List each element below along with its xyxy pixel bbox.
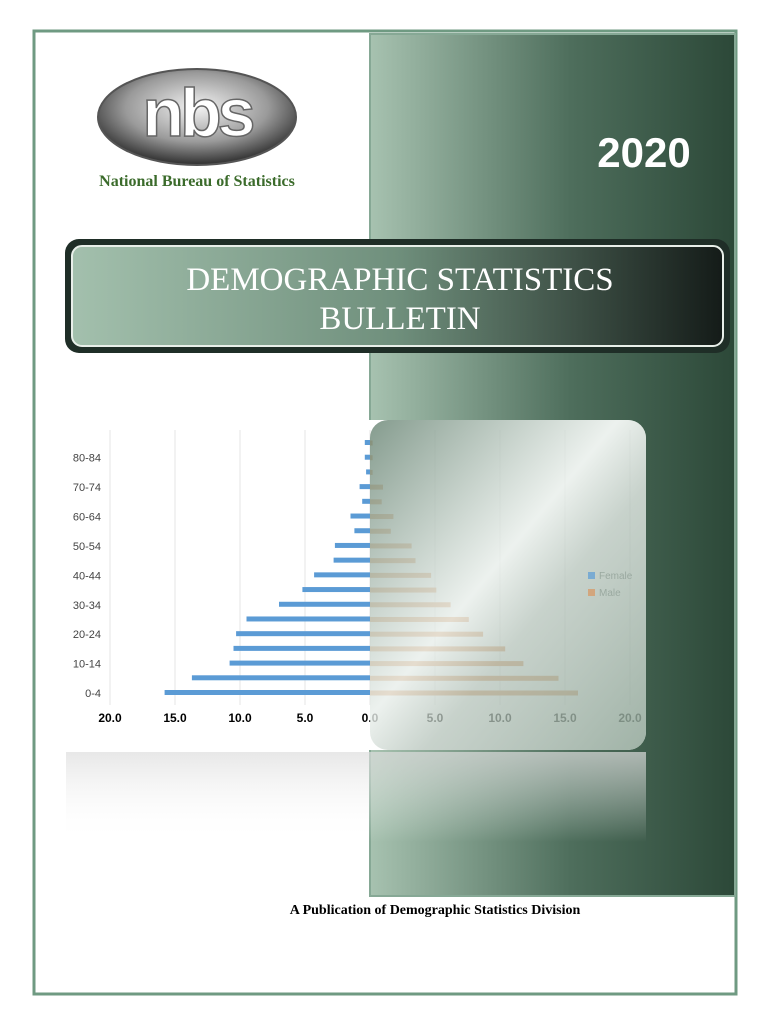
bar	[333, 557, 370, 563]
bar	[364, 440, 370, 445]
title-line: DEMOGRAPHIC STATISTICS	[186, 262, 613, 298]
bar	[302, 587, 370, 593]
bar	[362, 498, 370, 504]
banner	[71, 245, 724, 347]
bar	[359, 484, 370, 490]
bar	[236, 631, 370, 637]
legend-swatch	[588, 572, 595, 579]
bar	[350, 513, 370, 519]
y-tick-label: 30-34	[73, 600, 101, 612]
bar	[233, 645, 370, 651]
bar	[334, 542, 370, 548]
legend: Female Male	[588, 571, 633, 599]
reflection	[66, 752, 646, 842]
y-tick-label: 10-14	[73, 659, 101, 671]
title-line: BULLETIN	[319, 301, 480, 337]
y-tick-label: 40-44	[73, 570, 101, 582]
y-tick-label: 80-84	[73, 453, 101, 465]
x-tick-label: 20.0	[98, 711, 122, 725]
y-tick-label: 60-64	[73, 512, 101, 524]
y-tick-label: 50-54	[73, 541, 101, 553]
bar	[314, 572, 370, 578]
bar	[364, 454, 370, 460]
y-tick-label: 0-4	[85, 688, 101, 700]
year: 2020	[597, 129, 690, 176]
bar	[354, 528, 370, 534]
logo-text: nbs	[143, 75, 254, 151]
bar	[366, 469, 370, 475]
y-tick-label: 70-74	[73, 482, 101, 494]
bar	[246, 616, 370, 622]
legend-label: Female	[599, 571, 633, 582]
bar	[229, 660, 370, 666]
y-tick-label: 20-24	[73, 629, 101, 641]
legend-swatch	[588, 589, 595, 596]
organization: National Bureau of Statistics	[99, 173, 295, 190]
bar	[191, 675, 370, 681]
x-tick-label: 5.0	[297, 711, 314, 725]
bar	[279, 601, 370, 607]
x-tick-label: 10.0	[228, 711, 252, 725]
legend-label: Male	[599, 588, 621, 599]
gloss-overlay	[370, 420, 646, 750]
footer: A Publication of Demographic Statistics …	[290, 903, 581, 918]
bar	[164, 690, 370, 695]
x-tick-label: 15.0	[163, 711, 187, 725]
logo	[97, 68, 297, 166]
